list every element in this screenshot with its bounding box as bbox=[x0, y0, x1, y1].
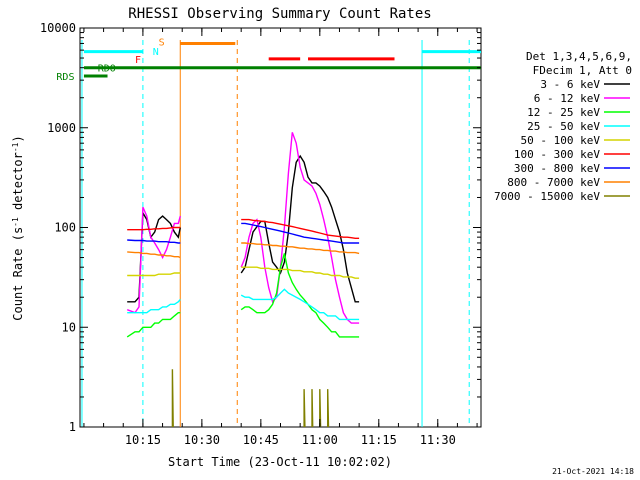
series-line bbox=[127, 242, 360, 259]
series-line bbox=[127, 218, 360, 239]
y-axis-label: Count Rate (s-1 detector-1) bbox=[11, 135, 26, 320]
legend-entry-label: 3 - 6 keV bbox=[540, 78, 600, 91]
legend-entry-label: 300 - 800 keV bbox=[514, 162, 600, 175]
plot-frame bbox=[79, 27, 482, 428]
series-line bbox=[126, 253, 360, 338]
x-tick-label: 10:30 bbox=[184, 433, 220, 447]
flag-label: RDO bbox=[98, 64, 116, 75]
x-axis-label: Start Time (23-Oct-11 10:02:02) bbox=[168, 455, 392, 469]
series-line bbox=[126, 132, 360, 324]
y-tick-label: 10000 bbox=[40, 21, 76, 35]
y-axis-label-part: detector bbox=[11, 152, 25, 217]
y-axis-label-part: ) bbox=[11, 135, 25, 142]
x-tick-label: 10:15 bbox=[125, 433, 161, 447]
legend-entry-label: 25 - 50 keV bbox=[527, 120, 600, 133]
x-tick-label: 11:00 bbox=[302, 433, 338, 447]
legend-entry-label: 800 - 7000 keV bbox=[507, 176, 600, 189]
x-tick-label: 11:30 bbox=[420, 433, 456, 447]
legend-entry-label: 50 - 100 keV bbox=[521, 134, 601, 147]
x-tick-label: 11:15 bbox=[361, 433, 397, 447]
legend: Det 1,3,4,5,6,9,FDecim 1, Att 03 - 6 keV… bbox=[494, 50, 632, 203]
legend-header: FDecim 1, Att 0 bbox=[533, 64, 632, 77]
flag-label: F bbox=[135, 55, 141, 66]
series-line bbox=[127, 222, 360, 244]
legend-entry-label: 12 - 25 keV bbox=[527, 106, 600, 119]
y-axis-label-part: -1 bbox=[11, 142, 20, 152]
chart-title: RHESSI Observing Summary Count Rates bbox=[128, 6, 431, 22]
series-line bbox=[127, 266, 360, 279]
y-axis-label-part: Count Rate (s bbox=[11, 227, 25, 321]
y-tick-label: 100 bbox=[54, 221, 76, 235]
y-tick-label: 1 bbox=[69, 420, 76, 434]
flag-label: S bbox=[159, 38, 165, 49]
legend-entry-label: 7000 - 15000 keV bbox=[494, 190, 600, 203]
y-axis-label-part: -1 bbox=[11, 217, 20, 227]
series-line bbox=[171, 369, 330, 428]
series-line bbox=[127, 288, 360, 321]
y-tick-label: 10 bbox=[62, 320, 76, 334]
flag-label: RDS bbox=[56, 72, 74, 83]
plot-area: RDO RDS F NS bbox=[56, 38, 481, 428]
legend-entry-label: 100 - 300 keV bbox=[514, 148, 600, 161]
y-tick-label: 1000 bbox=[47, 121, 76, 135]
legend-header: Det 1,3,4,5,6,9, bbox=[526, 50, 632, 63]
x-tick-label: 10:45 bbox=[243, 433, 279, 447]
legend-entry-label: 6 - 12 keV bbox=[534, 92, 601, 105]
footer-timestamp: 21-Oct-2021 14:18 bbox=[552, 467, 634, 476]
flag-label: N bbox=[153, 47, 159, 58]
